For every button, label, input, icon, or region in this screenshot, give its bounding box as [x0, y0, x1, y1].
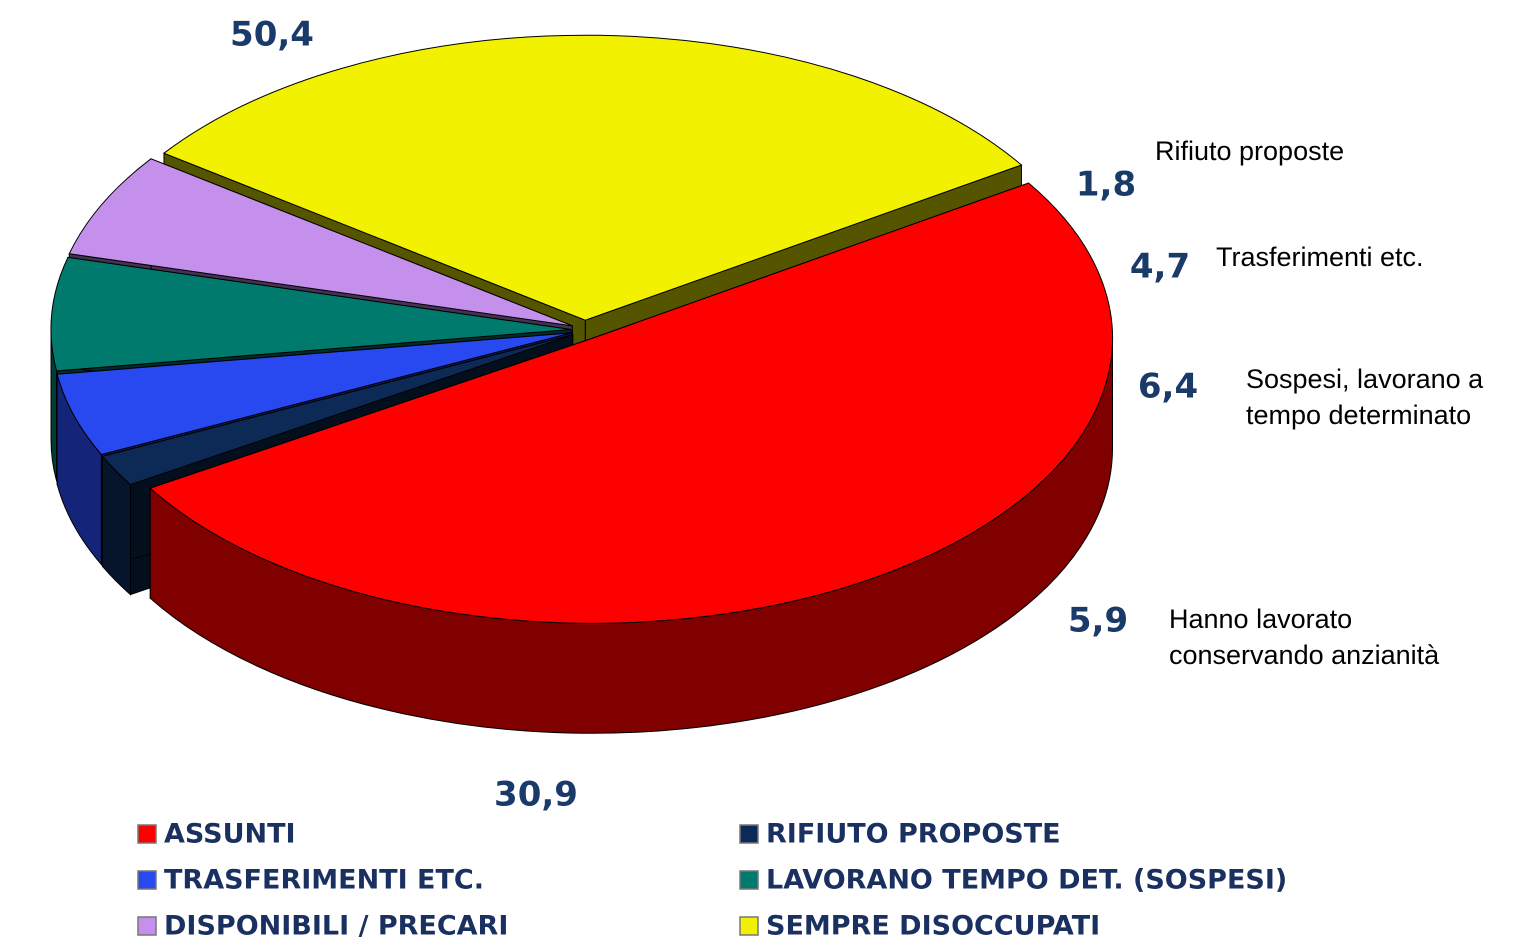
legend-label: DISPONIBILI / PRECARI — [164, 911, 508, 942]
legend-label: TRASFERIMENTI ETC. — [164, 865, 484, 896]
annotation: tempo determinato — [1246, 400, 1471, 430]
legend-label: ASSUNTI — [164, 819, 296, 850]
value-label: 5,9 — [1068, 601, 1128, 641]
value-label: 1,8 — [1076, 165, 1136, 205]
slice — [162, 34, 1023, 321]
slice — [56, 332, 572, 456]
annotation: conservando anzianità — [1169, 640, 1440, 670]
annotation: Sospesi, lavorano a — [1246, 364, 1484, 394]
slice — [68, 158, 573, 327]
legend-swatch — [137, 824, 157, 844]
value-label: 30,9 — [494, 775, 578, 815]
legend-label: RIFIUTO PROPOSTE — [766, 819, 1061, 850]
legend-swatch — [137, 916, 157, 936]
slice — [101, 334, 573, 486]
legend-swatch — [739, 870, 759, 890]
value-label: 6,4 — [1138, 367, 1198, 407]
legend-swatch — [739, 824, 759, 844]
legend-label: LAVORANO TEMPO DET. (SOSPESI) — [766, 865, 1287, 896]
annotation: Hanno lavorato — [1169, 604, 1352, 634]
legend-swatch — [739, 916, 759, 936]
annotation: Rifiuto proposte — [1155, 136, 1344, 166]
annotation: Trasferimenti etc. — [1216, 242, 1424, 272]
value-label: 50,4 — [230, 15, 314, 55]
legend-label: SEMPRE DISOCCUPATI — [766, 911, 1100, 942]
slice — [149, 182, 1114, 624]
slice — [50, 256, 572, 372]
value-label: 4,7 — [1130, 247, 1190, 287]
legend-swatch — [137, 870, 157, 890]
